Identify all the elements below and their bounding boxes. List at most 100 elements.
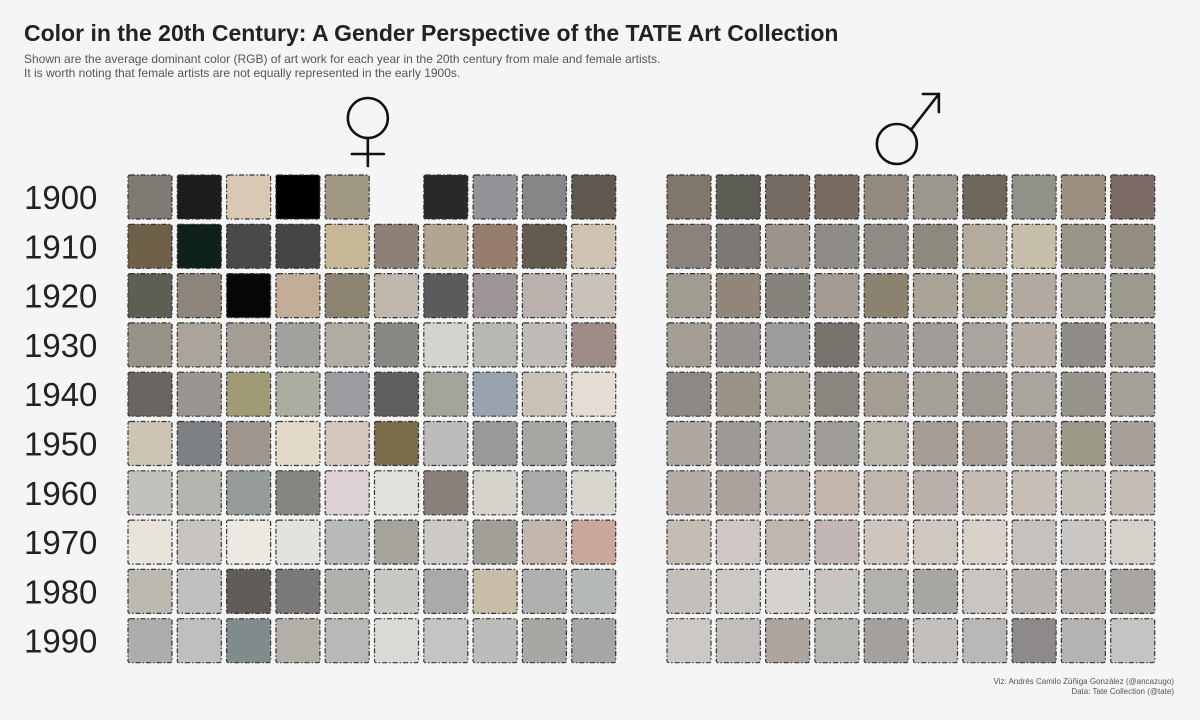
female-tile-1992 <box>226 618 272 664</box>
male-tile-1998 <box>1060 618 1107 664</box>
female-tile-1959 <box>571 420 617 467</box>
female-tile-1973 <box>275 519 321 565</box>
male-tile-1947 <box>1011 371 1057 417</box>
female-tile-1919 <box>571 223 617 269</box>
male-tile-1901 <box>715 174 761 220</box>
female-tile-1988 <box>521 568 568 615</box>
female-tile-1996 <box>423 618 469 664</box>
female-tile-1920 <box>127 273 173 319</box>
male-tile-1923 <box>814 273 860 319</box>
female-tile-1963 <box>275 470 321 516</box>
male-tile-1905 <box>912 174 959 220</box>
female-tile-1945 <box>373 371 420 417</box>
female-tile-1924 <box>324 273 370 319</box>
male-tile-1955 <box>912 420 959 467</box>
female-tile-1937 <box>472 322 518 368</box>
female-tile-1950 <box>127 420 173 467</box>
male-tile-1967 <box>1011 470 1057 516</box>
female-tile-1942 <box>226 371 272 417</box>
female-tile-1909 <box>571 174 617 220</box>
male-tile-1918 <box>1060 223 1107 269</box>
male-tile-1971 <box>715 519 761 565</box>
male-tile-1933 <box>814 322 860 368</box>
male-tile-1939 <box>1110 322 1156 368</box>
female-tile-1914 <box>324 223 370 269</box>
female-tile-1922 <box>226 273 272 319</box>
decade-label-1970: 1970 <box>24 524 97 561</box>
female-tile-1944 <box>324 371 370 417</box>
female-tile-1947 <box>472 371 518 417</box>
male-tile-1912 <box>764 223 811 269</box>
female-tile-1952 <box>226 420 272 467</box>
male-tile-1961 <box>715 470 761 516</box>
female-tile-1987 <box>472 568 518 615</box>
male-tile-1908 <box>1060 174 1107 220</box>
decade-label-1920: 1920 <box>24 278 97 315</box>
male-tile-1929 <box>1110 273 1156 319</box>
female-tile-1938 <box>521 322 568 368</box>
female-tile-1901 <box>176 174 222 220</box>
male-tile-1931 <box>715 322 761 368</box>
male-tile-1978 <box>1060 519 1107 565</box>
female-tile-1962 <box>226 470 272 516</box>
female-tile-1918 <box>521 223 568 269</box>
female-tile-1940 <box>127 371 173 417</box>
female-tile-1932 <box>226 322 272 368</box>
male-tile-1904 <box>863 174 909 220</box>
male-tile-1941 <box>715 371 761 417</box>
decade-label-1960: 1960 <box>24 475 97 512</box>
male-tile-1993 <box>814 618 860 664</box>
male-tile-1924 <box>863 273 909 319</box>
female-tile-1929 <box>571 273 617 319</box>
female-tile-1980 <box>127 568 173 615</box>
decade-label-1950: 1950 <box>24 426 97 463</box>
female-tile-1968 <box>521 470 568 516</box>
male-tile-1932 <box>764 322 811 368</box>
female-tile-1948 <box>521 371 568 417</box>
male-tile-1944 <box>863 371 909 417</box>
male-panel <box>666 92 1156 664</box>
decade-label-1980: 1980 <box>24 573 97 610</box>
male-tile-1916 <box>962 223 1008 269</box>
male-tile-1909 <box>1110 174 1156 220</box>
female-tile-1933 <box>275 322 321 368</box>
female-tile-1906 <box>423 174 469 220</box>
female-tile-1960 <box>127 470 173 516</box>
male-tile-1919 <box>1110 223 1156 269</box>
subtitle-line-2: It is worth noting that female artists a… <box>24 66 461 80</box>
female-tile-1966 <box>423 470 469 516</box>
male-tile-1900 <box>666 174 712 220</box>
male-tile-1974 <box>863 519 909 565</box>
female-tile-1989 <box>571 568 617 615</box>
female-tile-1934 <box>324 322 370 368</box>
male-tile-1987 <box>1011 568 1057 615</box>
female-tile-1983 <box>275 568 321 615</box>
female-tile-1925 <box>373 273 420 319</box>
female-tile-1946 <box>423 371 469 417</box>
male-tile-1985 <box>912 568 959 615</box>
female-tile-1991 <box>176 618 222 664</box>
male-tile-1980 <box>666 568 712 615</box>
male-tile-1963 <box>814 470 860 516</box>
chart-title: Color in the 20th Century: A Gender Pers… <box>24 20 839 46</box>
male-tile-1915 <box>912 223 959 269</box>
male-tile-1906 <box>962 174 1008 220</box>
female-tile-1972 <box>226 519 272 565</box>
male-tile-1937 <box>1011 322 1057 368</box>
male-tile-1936 <box>962 322 1008 368</box>
female-tile-1956 <box>423 420 469 467</box>
caption-author: Viz: Andrés Camilo Zúñiga González (@anc… <box>993 677 1174 686</box>
male-tile-1935 <box>912 322 959 368</box>
male-tile-1942 <box>764 371 811 417</box>
female-tile-1994 <box>324 618 370 664</box>
female-tile-1986 <box>423 568 469 615</box>
female-tile-1993 <box>275 618 321 664</box>
female-tile-1943 <box>275 371 321 417</box>
female-tile-1999 <box>571 618 617 664</box>
female-tile-1995 <box>373 618 420 664</box>
male-tile-1983 <box>814 568 860 615</box>
female-tile-1931 <box>176 322 222 368</box>
male-tile-1994 <box>863 618 909 664</box>
male-tile-1989 <box>1110 568 1156 615</box>
